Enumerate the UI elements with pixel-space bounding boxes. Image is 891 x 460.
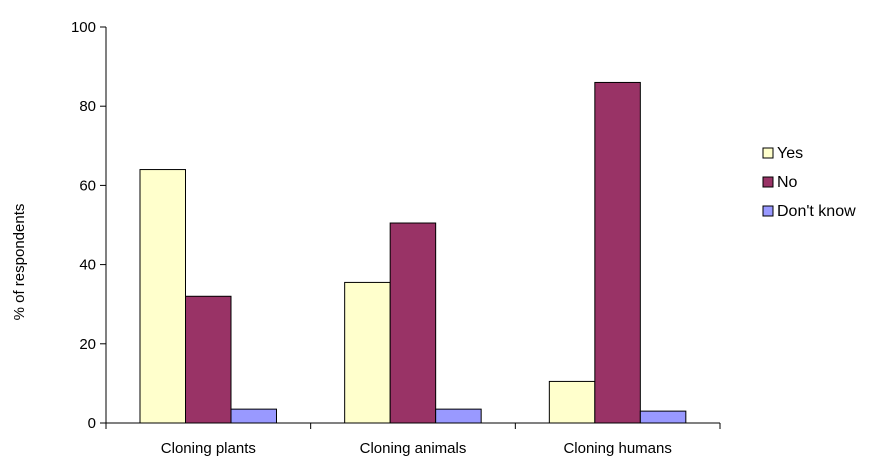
bar-don-t-know-2 bbox=[639, 410, 687, 424]
legend-swatch bbox=[762, 176, 774, 188]
bar-yes-1 bbox=[344, 281, 391, 424]
bar-yes-0 bbox=[139, 169, 186, 424]
y-axis-ticks: 0 20 40 60 80 100 bbox=[71, 19, 106, 432]
legend-swatch bbox=[762, 205, 774, 217]
bar-don-t-know-1 bbox=[435, 408, 482, 424]
y-tick-label: 20 bbox=[79, 336, 96, 353]
x-category-label: Cloning animals bbox=[360, 440, 467, 457]
bar-don-t-know-0 bbox=[230, 408, 277, 424]
x-category-label: Cloning plants bbox=[161, 440, 256, 457]
y-tick-label: 0 bbox=[88, 415, 96, 432]
bar-no-0 bbox=[185, 295, 232, 424]
y-axis-title: % of respondents bbox=[11, 204, 28, 321]
legend-label: Yes bbox=[777, 145, 803, 162]
bar-no-2 bbox=[594, 81, 641, 424]
legend-label: Don't know bbox=[777, 203, 856, 220]
y-tick-label: 100 bbox=[71, 19, 96, 36]
bars bbox=[139, 81, 687, 424]
legend: Yes No Don't know bbox=[762, 145, 856, 220]
y-tick-label: 40 bbox=[79, 257, 96, 274]
x-axis-labels: Cloning plants Cloning animals Cloning hum… bbox=[161, 440, 672, 457]
legend-label: No bbox=[777, 174, 798, 191]
y-tick-label: 80 bbox=[79, 98, 96, 115]
bar-yes-2 bbox=[548, 380, 596, 424]
bar-no-1 bbox=[389, 222, 437, 424]
axes bbox=[105, 27, 721, 429]
y-tick-label: 60 bbox=[79, 177, 96, 194]
legend-swatch bbox=[762, 147, 774, 159]
x-category-label: Cloning humans bbox=[563, 440, 671, 457]
